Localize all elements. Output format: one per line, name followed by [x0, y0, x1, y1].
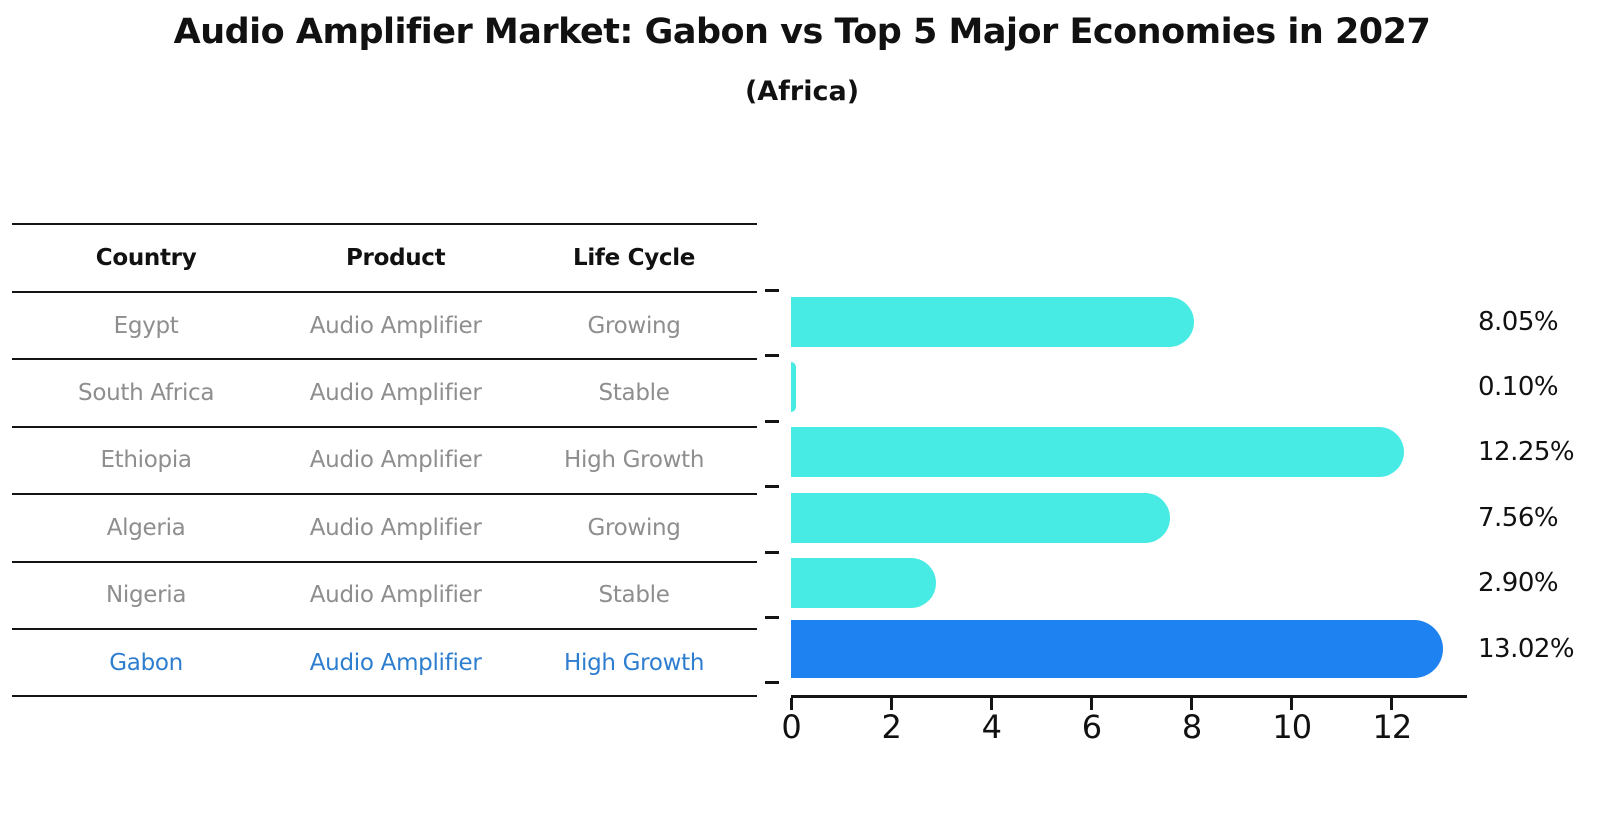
cell-country: Gabon [109, 649, 183, 676]
cell-life-cycle: Growing [587, 312, 681, 339]
category-tick [765, 420, 779, 423]
column-header-product: Product [345, 245, 446, 271]
category-tick [765, 289, 779, 292]
value-label-ethiopia: 12.25% [1478, 437, 1575, 467]
x-axis-tick [1290, 698, 1294, 710]
cell-life-cycle: Stable [598, 582, 670, 609]
value-label-algeria: 7.56% [1478, 503, 1559, 533]
cell-life-cycle: High Growth [563, 649, 705, 676]
cell-product: Audio Amplifier [309, 447, 482, 474]
x-axis-tick [789, 698, 793, 710]
table-row-algeria: Algeria Audio Amplifier Growing [12, 495, 757, 563]
x-axis-tick-label: 4 [981, 708, 1002, 746]
table-row-egypt: Egypt Audio Amplifier Growing [12, 293, 757, 361]
cell-country: Egypt [113, 312, 179, 339]
category-tick [765, 681, 779, 684]
category-tick [765, 551, 779, 554]
x-axis-line [791, 695, 1467, 698]
bar-gabon [791, 620, 1443, 678]
category-tick [765, 616, 779, 619]
x-axis-tick-label: 12 [1372, 708, 1413, 746]
cell-life-cycle: Stable [598, 380, 670, 407]
x-axis-tick-label: 0 [781, 708, 801, 746]
chart-subtitle: (Africa) [744, 76, 860, 107]
x-axis-tick-label: 2 [881, 708, 901, 746]
category-tick [765, 354, 779, 357]
x-axis-tick [1089, 698, 1093, 710]
cell-country: Algeria [106, 514, 186, 541]
table-row-gabon: Gabon Audio Amplifier High Growth [12, 630, 757, 698]
bar-nigeria [791, 558, 937, 608]
cell-product: Audio Amplifier [309, 380, 482, 407]
bar-egypt [791, 297, 1195, 347]
column-header-country: Country [95, 245, 197, 271]
cell-country: South Africa [78, 380, 215, 407]
table-row-ethiopia: Ethiopia Audio Amplifier High Growth [12, 428, 757, 496]
table-header-row: Country Product Life Cycle [12, 225, 757, 293]
x-axis-tick [889, 698, 893, 710]
cell-product: Audio Amplifier [309, 514, 482, 541]
cell-country: Ethiopia [100, 447, 192, 474]
cell-product: Audio Amplifier [309, 649, 482, 676]
bar-algeria [791, 493, 1170, 543]
column-header-life-cycle: Life Cycle [572, 245, 696, 271]
bar-south-africa [791, 362, 796, 412]
cell-product: Audio Amplifier [309, 312, 482, 339]
cell-life-cycle: Growing [587, 514, 681, 541]
cell-life-cycle: High Growth [563, 447, 705, 474]
value-label-egypt: 8.05% [1478, 307, 1559, 337]
value-label-gabon: 13.02% [1478, 634, 1575, 664]
table-row-south-africa: South Africa Audio Amplifier Stable [12, 360, 757, 428]
cell-product: Audio Amplifier [309, 582, 482, 609]
x-axis-tick [989, 698, 993, 710]
country-table: Country Product Life Cycle Egypt Audio A… [12, 223, 757, 698]
cell-country: Nigeria [106, 582, 187, 609]
chart-title: Audio Amplifier Market: Gabon vs Top 5 M… [173, 12, 1431, 52]
x-axis-tick-label: 10 [1272, 708, 1312, 746]
x-axis-tick [1190, 698, 1194, 710]
value-label-south-africa: 0.10% [1478, 372, 1559, 402]
category-tick [765, 485, 779, 488]
x-axis-tick [1390, 698, 1394, 710]
table-row-nigeria: Nigeria Audio Amplifier Stable [12, 563, 757, 630]
bar-ethiopia [791, 427, 1405, 477]
value-label-nigeria: 2.90% [1478, 568, 1559, 598]
x-axis-tick-label: 6 [1081, 708, 1102, 746]
x-axis-tick-label: 8 [1181, 708, 1202, 746]
